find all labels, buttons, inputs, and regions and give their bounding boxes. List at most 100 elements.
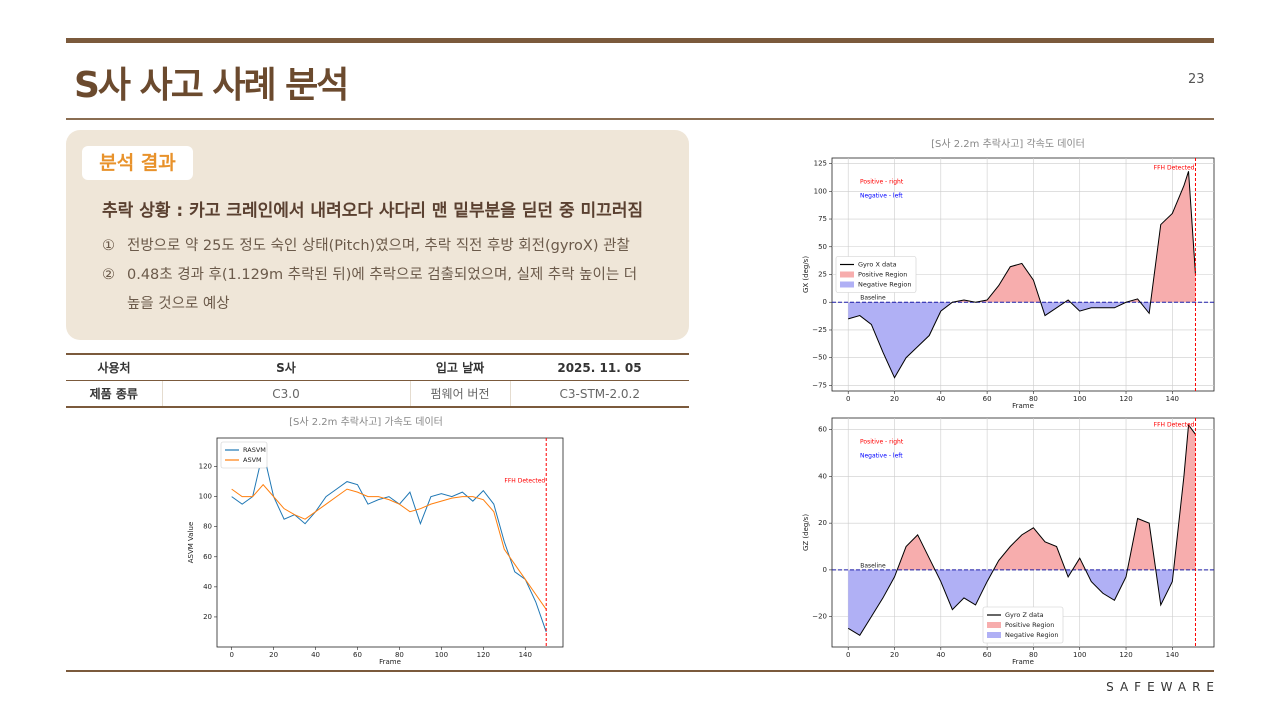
result-label: 분석 결과 (82, 146, 193, 180)
x-tick-label: 0 (846, 651, 850, 659)
plot-area (216, 437, 564, 648)
y-tick-label: 100 (199, 493, 212, 501)
series-line (848, 171, 1196, 379)
y-tick-label: 20 (818, 519, 827, 527)
brand: SAFEWARE (1106, 680, 1220, 694)
region-area (897, 425, 1196, 570)
series-line (231, 451, 547, 633)
legend-label: ASVM (243, 456, 262, 464)
x-tick-label: 60 (353, 651, 362, 659)
legend-label: Negative Region (858, 281, 912, 289)
chart-title: [S사 2.2m 추락사고] 가속도 데이터 (289, 416, 443, 428)
cell: C3-STM-2.0.2 (509, 380, 689, 408)
legend-key (840, 271, 854, 278)
x-tick-label: 140 (519, 651, 532, 659)
cell: C3.0 (161, 380, 410, 408)
y-axis-label: GX (deg/s) (802, 256, 810, 293)
y-tick-label: 80 (203, 523, 212, 531)
y-axis-label: ASVM Value (187, 522, 195, 564)
y-tick-label: 60 (203, 553, 212, 561)
series-line (231, 483, 547, 610)
note: Negative - left (860, 193, 903, 200)
page-number: 23 (1188, 72, 1205, 87)
legend-box (835, 256, 917, 293)
y-tick-label: −75 (812, 381, 827, 389)
top-bar (66, 38, 1214, 43)
y-tick-label: 120 (199, 463, 212, 471)
cell: S사 (162, 353, 410, 381)
cell: 사용처 (66, 353, 162, 381)
y-tick-label: 60 (818, 426, 827, 434)
y-axis-label: GZ (deg/s) (802, 514, 810, 551)
legend-box (220, 441, 268, 469)
chart-title: [S사 2.2m 추락사고] 각속도 데이터 (931, 138, 1085, 150)
headline: 추락 상황 : 카고 크레인에서 내려오다 사다리 맨 밑부분을 딛던 중 미끄… (102, 201, 644, 221)
x-tick-label: 40 (936, 651, 945, 659)
event-label: FFH Detected (1154, 165, 1195, 172)
region-area (848, 569, 1196, 636)
legend-label: Negative Region (1005, 631, 1059, 639)
y-tick-label: −50 (812, 354, 827, 362)
x-tick-label: 20 (890, 651, 899, 659)
legend-key (840, 281, 854, 288)
x-axis-label: Frame (1012, 402, 1034, 410)
x-tick-label: 40 (311, 651, 320, 659)
y-tick-label: 0 (823, 298, 827, 306)
y-tick-label: 125 (814, 160, 827, 168)
legend-label: Positive Region (858, 271, 907, 279)
x-tick-label: 0 (229, 651, 233, 659)
x-tick-label: 80 (395, 651, 404, 659)
y-tick-label: 25 (818, 271, 827, 279)
event-label: FFH Detected (1154, 422, 1195, 429)
item-text: 0.48초 경과 후(1.129m 추락된 뒤)에 추락으로 검출되었으며, 실… (127, 267, 638, 312)
y-tick-label: 100 (814, 187, 827, 195)
x-tick-label: 60 (983, 651, 992, 659)
y-tick-label: −25 (812, 326, 827, 334)
x-axis-label: Frame (379, 658, 401, 666)
item-marker: ① (102, 238, 115, 254)
x-tick-label: 20 (269, 651, 278, 659)
legend-label: Positive Region (1005, 621, 1054, 629)
x-tick-label: 40 (936, 395, 945, 403)
x-tick-label: 100 (435, 651, 448, 659)
baseline-label: Baseline (860, 295, 886, 302)
x-tick-label: 120 (1119, 651, 1132, 659)
region-area (848, 171, 1196, 303)
region-area (848, 302, 1151, 378)
note: Positive - right (860, 179, 904, 186)
y-tick-label: 50 (818, 243, 827, 251)
x-axis-label: Frame (1012, 658, 1034, 666)
x-tick-label: 80 (1029, 651, 1038, 659)
item-text: 전방으로 약 25도 정도 숙인 상태(Pitch)였으며, 추락 직전 후방 … (127, 238, 630, 254)
baseline-label: Baseline (860, 562, 886, 569)
legend-key (987, 622, 1001, 628)
x-tick-label: 140 (1166, 651, 1179, 659)
x-tick-label: 140 (1166, 395, 1179, 403)
item-marker: ② (102, 267, 115, 283)
x-tick-label: 80 (1029, 395, 1038, 403)
note: Positive - right (860, 439, 904, 446)
y-tick-label: 40 (203, 583, 212, 591)
cell: 2025. 11. 05 (510, 353, 689, 381)
x-tick-label: 20 (890, 395, 899, 403)
cell: 입고 날짜 (410, 353, 510, 381)
x-tick-label: 60 (983, 395, 992, 403)
x-tick-label: 120 (477, 651, 490, 659)
y-tick-label: 40 (818, 472, 827, 480)
table-row: 사용처 S사 입고 날짜 2025. 11. 05 (66, 353, 689, 381)
slide-title: S사 사고 사례 분석 (74, 65, 349, 106)
cell: 제품 종류 (66, 380, 162, 408)
info-table: 사용처 S사 입고 날짜 2025. 11. 05 제품 종류 C3.0 펌웨어 버전 C3… (66, 353, 689, 408)
x-tick-label: 0 (846, 395, 850, 403)
legend-label: Gyro Z data (1005, 611, 1044, 619)
y-tick-label: 20 (203, 613, 212, 621)
cell: 펌웨어 버전 (409, 380, 510, 408)
legend-key (987, 632, 1001, 638)
result-item: ② 0.48초 경과 후(1.129m 추락된 뒤)에 추락으로 검출되었으며, … (102, 261, 647, 319)
divider (66, 118, 1214, 120)
result-item: ① 전방으로 약 25도 정도 숙인 상태(Pitch)였으며, 추락 직전 후방… (102, 232, 647, 261)
x-tick-label: 100 (1073, 651, 1086, 659)
series-line (847, 423, 1196, 637)
